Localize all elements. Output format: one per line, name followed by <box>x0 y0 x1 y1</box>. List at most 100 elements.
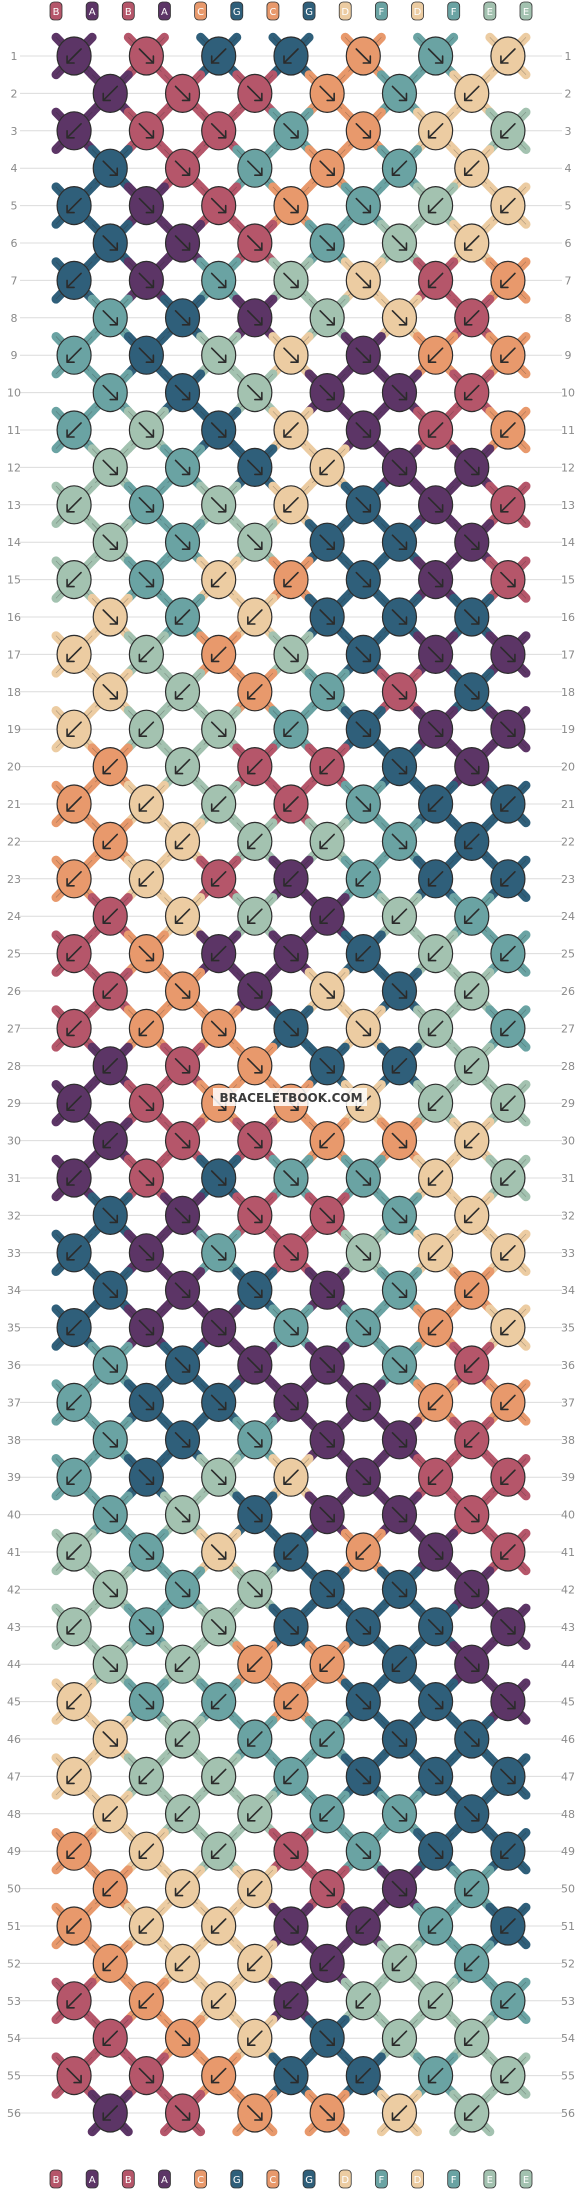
knot <box>454 373 490 413</box>
knot <box>418 1158 454 1198</box>
strand-letter: B <box>125 7 132 18</box>
arrow-down-right-icon <box>138 422 155 438</box>
arrow-down-left-icon <box>247 684 263 700</box>
arrow-down-right-icon <box>355 1619 372 1635</box>
knot <box>454 1719 490 1759</box>
knot <box>273 485 309 525</box>
row-number-left: 42 <box>7 1583 21 1596</box>
row-number-right: 39 <box>561 1471 575 1484</box>
knot <box>273 1382 309 1423</box>
knot <box>56 1382 92 1423</box>
knot <box>309 298 345 338</box>
arrow-down-left-icon <box>463 160 480 176</box>
arrow-down-right-icon <box>319 1880 335 1897</box>
row-number-right: 45 <box>561 1696 575 1709</box>
arrow-down-right-icon <box>102 459 119 476</box>
knot <box>273 784 309 824</box>
knot <box>273 1831 309 1871</box>
arrow-down-left-icon <box>66 1619 82 1635</box>
row-number-left: 4 <box>11 162 18 175</box>
row-number-right: 18 <box>561 686 575 699</box>
arrow-down-left-icon <box>174 758 191 775</box>
row-number-left: 27 <box>7 1022 21 1035</box>
arrow-down-right-icon <box>174 1506 191 1523</box>
arrow-down-right-icon <box>174 1581 191 1598</box>
arrow-down-right-icon <box>138 2067 155 2084</box>
knot <box>454 1569 490 1610</box>
knot <box>309 821 345 862</box>
knot <box>128 1607 164 1647</box>
row-number-right: 47 <box>561 1770 575 1783</box>
knot <box>454 672 490 712</box>
arrow-down-left-icon <box>210 1768 227 1785</box>
knot <box>128 933 164 974</box>
row-number-right: 24 <box>561 910 575 923</box>
arrow-down-left-icon <box>174 1656 191 1672</box>
strand-tab-top: D <box>338 1 352 21</box>
arrow-down-left-icon <box>210 945 227 962</box>
knot <box>273 111 309 151</box>
arrow-down-left-icon <box>463 1282 480 1298</box>
knot <box>164 522 201 562</box>
arrow-down-right-icon <box>247 1432 263 1448</box>
arrow-down-right-icon <box>174 2030 191 2046</box>
strand-tab-top: E <box>483 1 497 21</box>
arrow-down-right-icon <box>138 1095 155 1111</box>
arrow-down-left-icon <box>66 272 82 289</box>
arrow-down-right-icon <box>210 1394 227 1411</box>
arrow-down-left-icon <box>319 1132 335 1149</box>
arrow-down-left-icon <box>463 1880 480 1897</box>
arrow-down-right-icon <box>283 1619 299 1635</box>
strand-tab-bottom: A <box>85 2169 99 2189</box>
knot <box>164 896 201 936</box>
knot <box>381 1270 418 1310</box>
row-number-left: 18 <box>7 686 21 699</box>
knot <box>381 522 418 562</box>
knot <box>201 1756 237 1797</box>
arrow-down-left-icon <box>391 2105 408 2121</box>
row-number-left: 9 <box>11 349 18 362</box>
knot <box>128 1307 164 1348</box>
knot <box>418 709 454 749</box>
knot <box>92 1644 128 1684</box>
arrow-down-left-icon <box>247 1656 263 1672</box>
arrow-down-left-icon <box>247 1955 263 1972</box>
knot <box>56 410 92 450</box>
knot <box>490 859 526 899</box>
row-number-right: 4 <box>565 162 572 175</box>
row-number-right: 12 <box>561 461 575 474</box>
arrow-down-right-icon <box>463 609 480 625</box>
knot <box>454 2093 490 2133</box>
arrow-down-left-icon <box>210 1918 227 1934</box>
knot <box>164 1943 201 1984</box>
arrow-down-right-icon <box>319 2105 335 2121</box>
arrow-down-left-icon <box>500 1170 516 1186</box>
arrow-down-left-icon <box>283 1544 299 1560</box>
knot <box>92 148 128 188</box>
arrow-down-left-icon <box>102 1880 119 1897</box>
arrow-down-left-icon <box>500 871 516 887</box>
arrow-down-right-icon <box>391 609 408 625</box>
row-number-left: 45 <box>7 1696 21 1709</box>
arrow-down-right-icon <box>355 1245 372 1261</box>
strand-tab-bottom: B <box>121 2169 135 2189</box>
arrow-down-right-icon <box>319 1581 335 1598</box>
arrow-down-right-icon <box>500 1768 516 1785</box>
knot <box>201 1607 237 1647</box>
knot <box>418 1906 454 1946</box>
arrow-down-left-icon <box>247 1731 263 1747</box>
knot <box>164 597 201 637</box>
strand-tab-fill <box>85 2169 99 2189</box>
knot <box>92 1195 128 1236</box>
arrow-down-right-icon <box>355 272 372 289</box>
arrow-down-right-icon <box>427 721 444 737</box>
knot <box>56 1607 92 1647</box>
knot <box>454 1943 490 1984</box>
knot <box>454 148 490 188</box>
knot <box>454 746 490 787</box>
arrow-down-right-icon <box>319 160 335 176</box>
arrow-down-left-icon <box>247 1880 263 1897</box>
strand-letter: A <box>161 7 168 18</box>
arrow-down-left-icon <box>174 833 191 850</box>
arrow-down-right-icon <box>391 1132 408 1149</box>
